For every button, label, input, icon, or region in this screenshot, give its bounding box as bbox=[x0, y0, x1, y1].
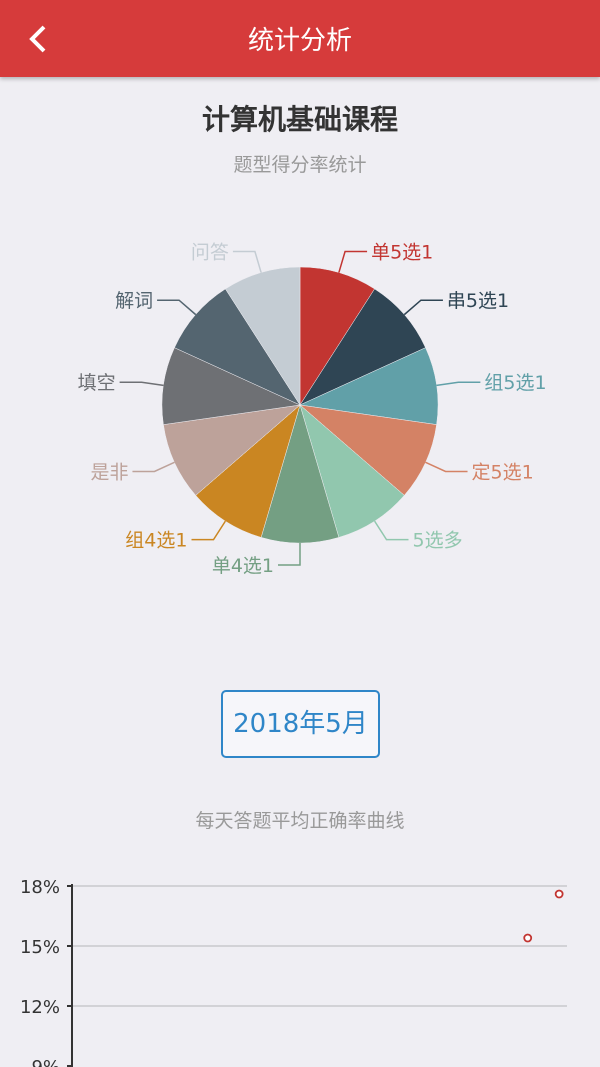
y-tick-label: 12% bbox=[20, 997, 60, 1018]
accuracy-chart: 18% 15% 12% 9% bbox=[20, 877, 567, 1067]
pie-slice[interactable] bbox=[225, 266, 301, 406]
label-line bbox=[425, 461, 468, 473]
pie-label: 定5选1 bbox=[472, 461, 534, 483]
month-selector-button[interactable]: 2018年5月 bbox=[221, 690, 380, 758]
app-bar: 统计分析 bbox=[0, 0, 600, 77]
pie-slice[interactable] bbox=[195, 404, 301, 538]
label-line bbox=[132, 461, 175, 473]
label-line bbox=[157, 299, 197, 316]
pie-slice[interactable] bbox=[161, 347, 301, 425]
curve-title: 每天答题平均正确率曲线 bbox=[195, 810, 405, 832]
pie-label: 问答 bbox=[191, 241, 229, 263]
pie-slice[interactable] bbox=[260, 404, 340, 544]
pie-label: 填空 bbox=[78, 372, 116, 394]
pie-slice[interactable] bbox=[163, 404, 301, 496]
pie-label: 解词 bbox=[115, 290, 153, 312]
pie-label: 组5选1 bbox=[484, 372, 546, 394]
label-line bbox=[278, 543, 301, 566]
pie-label: 组4选1 bbox=[125, 530, 187, 552]
data-point[interactable] bbox=[554, 889, 564, 899]
y-tick-label: 18% bbox=[20, 877, 60, 898]
data-point[interactable] bbox=[523, 933, 533, 943]
label-line bbox=[338, 250, 368, 273]
pie-slice[interactable] bbox=[299, 347, 439, 425]
label-line bbox=[119, 381, 164, 387]
pie-slice[interactable] bbox=[299, 404, 405, 538]
label-line bbox=[191, 520, 227, 541]
label-line bbox=[403, 299, 443, 316]
y-tick-label: 15% bbox=[20, 937, 60, 958]
pie-slice[interactable] bbox=[299, 288, 426, 406]
pie-slice[interactable] bbox=[174, 288, 301, 406]
pie-label: 单5选1 bbox=[371, 241, 433, 263]
pie-label: 是非 bbox=[90, 461, 128, 483]
label-line bbox=[232, 250, 262, 273]
pie-subtitle: 题型得分率统计 bbox=[233, 154, 367, 176]
label-line bbox=[436, 381, 481, 387]
label-line bbox=[373, 520, 409, 541]
pie-slice[interactable] bbox=[299, 404, 437, 496]
chevron-left-icon[interactable] bbox=[22, 22, 56, 56]
pie-label: 串5选1 bbox=[447, 290, 509, 312]
course-title: 计算机基础课程 bbox=[201, 103, 398, 136]
pie-label: 5选多 bbox=[413, 530, 463, 552]
page-title: 统计分析 bbox=[247, 26, 352, 56]
y-tick-label: 9% bbox=[31, 1057, 60, 1067]
pie-label: 单4选1 bbox=[212, 555, 274, 577]
pie-slice[interactable] bbox=[299, 266, 375, 406]
